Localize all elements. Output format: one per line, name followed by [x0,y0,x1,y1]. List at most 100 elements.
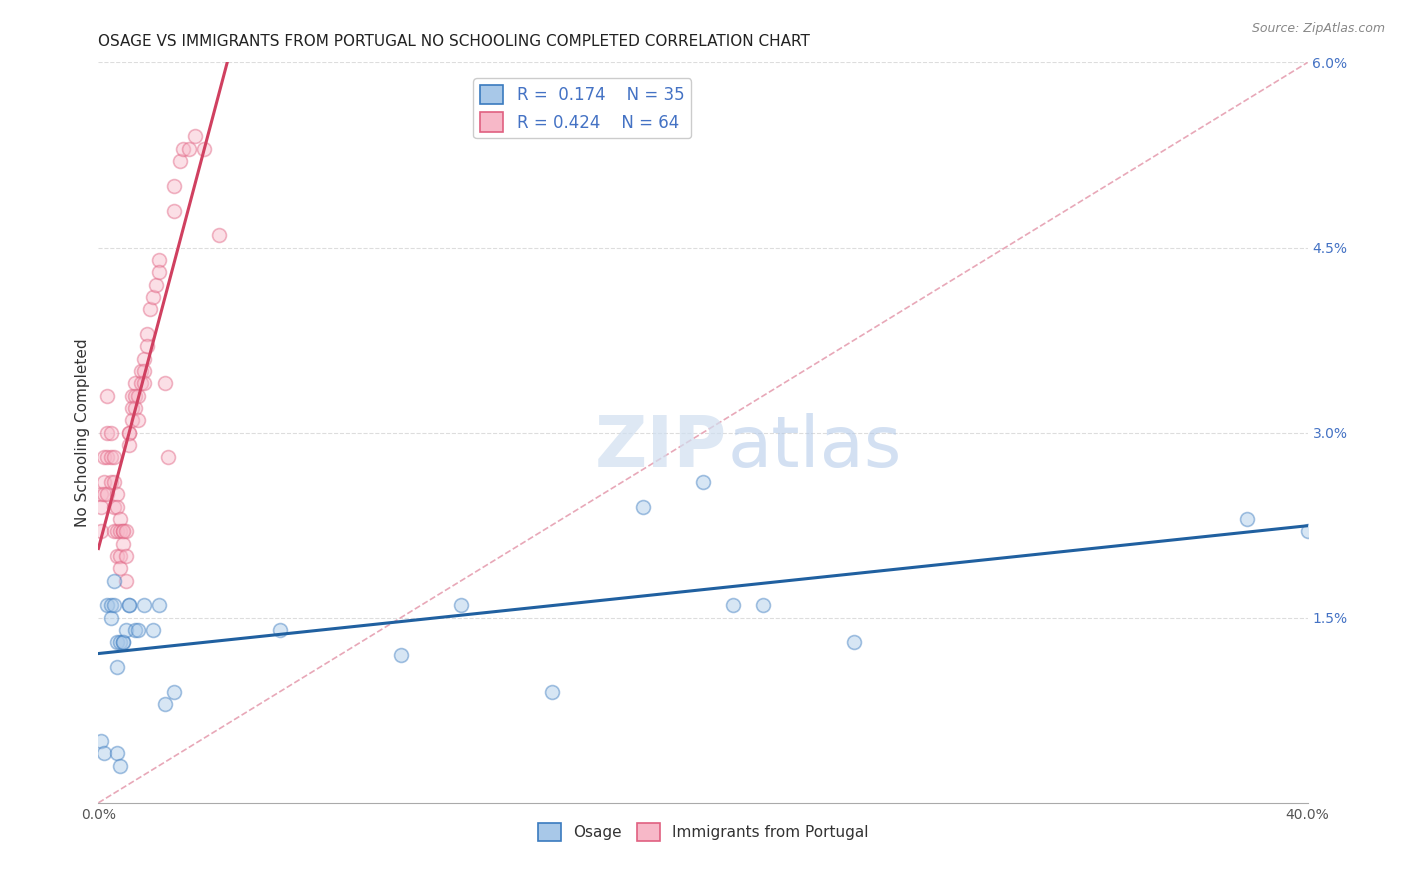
Point [172,142,194,156]
Point [124,623,146,637]
Point [142,623,165,637]
Point [111,635,134,649]
Point [114,549,136,563]
Point [105,549,128,563]
Point [153,376,176,391]
Point [121,401,143,415]
Point [127,413,149,427]
Text: atlas: atlas [727,413,901,482]
Point [129,376,152,391]
Point [540,685,562,699]
Point [132,376,155,391]
Point [111,635,134,649]
Point [124,388,146,402]
Point [179,142,201,156]
Point [124,401,146,415]
Point [105,747,128,761]
Point [118,599,141,613]
Point [103,500,125,514]
Point [90,734,112,748]
Point [111,524,134,539]
Point [692,475,714,489]
Point [103,599,125,613]
Point [90,500,112,514]
Point [96,450,118,465]
Point [105,500,128,514]
Point [163,178,186,193]
Point [1236,512,1258,526]
Point [96,599,118,613]
Point [118,425,141,440]
Point [208,228,231,243]
Text: ZIP: ZIP [595,413,727,482]
Point [96,425,118,440]
Point [129,364,152,378]
Point [103,475,125,489]
Point [114,574,136,588]
Point [100,425,122,440]
Point [108,561,131,575]
Point [114,524,136,539]
Point [96,487,118,501]
Y-axis label: No Schooling Completed: No Schooling Completed [75,338,90,527]
Point [93,475,115,489]
Point [124,376,146,391]
Point [723,599,745,613]
Point [132,364,155,378]
Point [450,599,472,613]
Point [132,599,155,613]
Point [118,599,141,613]
Point [148,599,170,613]
Point [90,487,112,501]
Point [111,524,134,539]
Point [148,265,170,279]
Text: Source: ZipAtlas.com: Source: ZipAtlas.com [1251,22,1385,36]
Point [93,450,115,465]
Point [105,524,128,539]
Point [156,450,179,465]
Point [93,747,115,761]
Point [844,635,866,649]
Point [108,549,131,563]
Point [90,524,112,539]
Point [105,487,128,501]
Point [163,203,186,218]
Point [93,487,115,501]
Point [103,524,125,539]
Point [139,302,162,317]
Point [752,599,775,613]
Point [121,388,143,402]
Point [269,623,291,637]
Point [100,450,122,465]
Point [145,277,167,292]
Point [108,524,131,539]
Point [163,685,186,699]
Point [127,388,149,402]
Point [148,252,170,267]
Legend: Osage, Immigrants from Portugal: Osage, Immigrants from Portugal [531,817,875,847]
Point [103,450,125,465]
Point [135,326,157,341]
Point [103,574,125,588]
Point [135,339,157,353]
Point [142,290,165,304]
Point [631,500,654,514]
Point [108,635,131,649]
Point [169,154,191,169]
Point [193,142,215,156]
Point [118,425,141,440]
Point [121,413,143,427]
Point [100,599,122,613]
Point [127,623,149,637]
Point [108,758,131,772]
Point [108,512,131,526]
Point [1296,524,1319,539]
Point [105,635,128,649]
Point [389,648,412,662]
Point [105,660,128,674]
Point [100,610,122,624]
Point [114,623,136,637]
Point [118,438,141,452]
Point [132,351,155,366]
Point [96,388,118,402]
